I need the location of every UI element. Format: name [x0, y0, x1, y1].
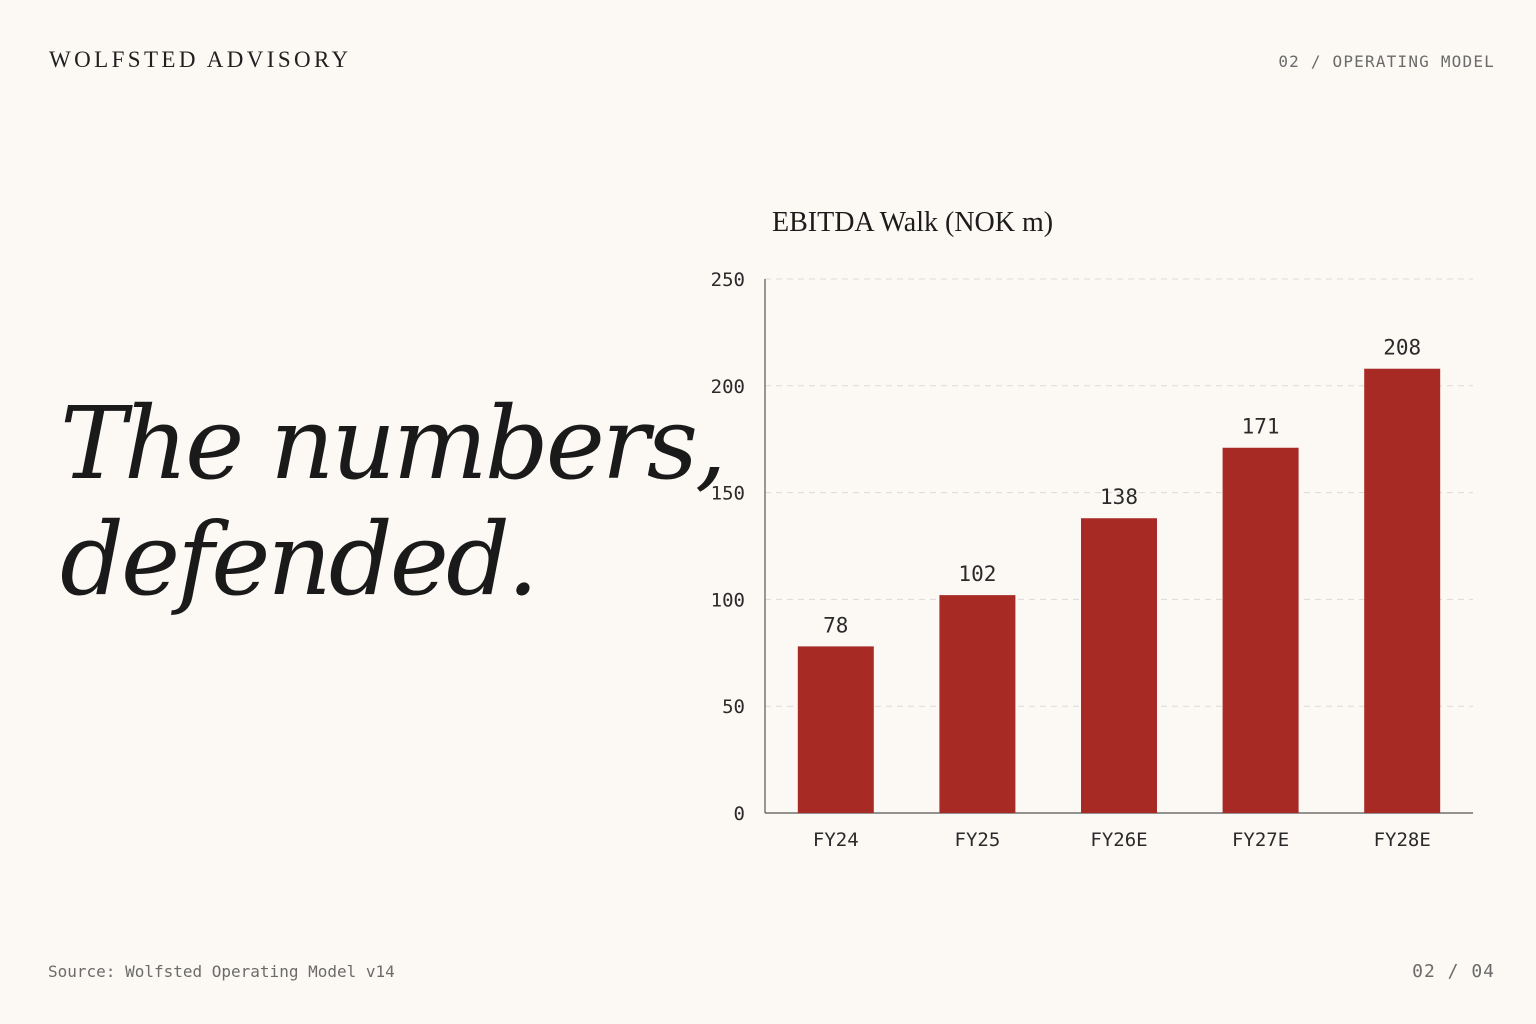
x-tick-label-fy28e: FY28E: [1374, 829, 1431, 851]
page-number: 02 / 04: [1412, 961, 1495, 982]
source-note: Source: Wolfsted Operating Model v14: [48, 962, 395, 981]
x-tick-label-fy26e: FY26E: [1090, 829, 1147, 851]
section-label: 02 / OPERATING MODEL: [1278, 52, 1495, 71]
y-tick-label-0: 0: [734, 803, 745, 825]
chart-title: EBITDA Walk (NOK m): [772, 207, 1054, 238]
x-tick-label-fy24: FY24: [813, 829, 859, 851]
data-label-fy28e: 208: [1383, 336, 1421, 360]
y-tick-label-100: 100: [711, 589, 745, 611]
x-tick-label-fy25: FY25: [955, 829, 1001, 851]
headline-line-2: defended.: [60, 501, 539, 618]
y-tick-label-200: 200: [711, 376, 745, 398]
x-tick-label-fy27e: FY27E: [1232, 829, 1289, 851]
bar-fy25: [939, 595, 1016, 813]
bar-fy26e: [1081, 518, 1157, 813]
headline-line-1: The numbers,: [60, 385, 727, 502]
y-tick-label-150: 150: [711, 483, 745, 505]
data-label-fy27e: 171: [1242, 415, 1280, 439]
bar-fy27e: [1222, 447, 1299, 813]
bar-fy28e: [1364, 368, 1441, 813]
y-tick-label-50: 50: [722, 696, 745, 718]
headline: The numbers, defended.: [60, 385, 727, 618]
data-label-fy26e: 138: [1100, 485, 1138, 509]
y-tick-label-250: 250: [711, 269, 745, 291]
bar-fy24: [797, 646, 874, 813]
data-label-fy25: 102: [958, 562, 996, 586]
data-label-fy24: 78: [823, 613, 848, 637]
brand-name: WOLFSTED ADVISORY: [49, 47, 352, 72]
